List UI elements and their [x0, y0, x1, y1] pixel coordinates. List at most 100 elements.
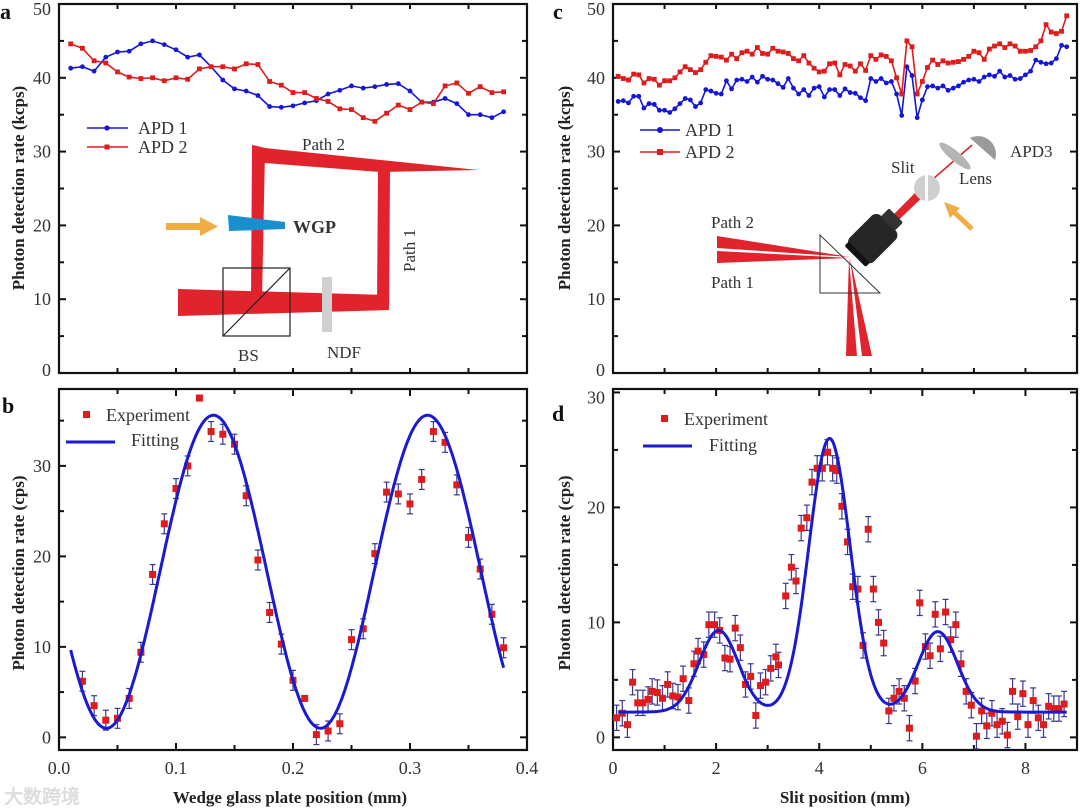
data-point	[1007, 41, 1013, 47]
data-point	[986, 72, 992, 78]
data-point	[407, 88, 413, 94]
data-point	[703, 59, 709, 65]
data-point	[931, 610, 939, 618]
data-point	[744, 48, 750, 54]
data-point	[895, 687, 903, 695]
data-point	[679, 675, 687, 683]
data-point	[302, 100, 308, 106]
data-point	[816, 84, 822, 90]
y-tick-label: 30	[33, 456, 51, 476]
data-point	[708, 88, 714, 94]
chart-panel-a: 0 10 20 30 40 50	[33, 0, 529, 380]
data-point	[682, 96, 688, 101]
data-point	[1053, 56, 1059, 62]
data-point	[620, 76, 626, 81]
label-slit: Slit	[891, 158, 915, 177]
y-tick-label: 20	[33, 215, 51, 235]
x-axis-title-b: Wedge glass plate position (mm)	[173, 788, 407, 807]
data-point	[115, 69, 120, 75]
data-point	[242, 492, 250, 500]
data-point	[664, 680, 672, 688]
y-tick-label: 20	[33, 546, 51, 566]
apd3-detector-icon	[970, 136, 996, 160]
data-point	[290, 103, 296, 109]
data-point	[90, 702, 98, 710]
series-apd1	[615, 42, 1070, 121]
series-apd2	[68, 41, 506, 124]
data-point	[277, 640, 285, 648]
data-point	[945, 87, 951, 93]
y-axis-title-c: Photon detection rate (kcps)	[555, 86, 574, 290]
legend-label-experiment: Experiment	[106, 405, 190, 425]
data-point	[395, 81, 401, 87]
data-point	[770, 77, 776, 83]
data-point	[780, 84, 786, 90]
data-point	[651, 76, 657, 82]
data-point	[904, 64, 910, 70]
data-point	[173, 47, 179, 53]
data-point	[255, 93, 261, 98]
data-point	[772, 653, 780, 661]
legend-d: Experiment Fitting	[643, 409, 768, 455]
data-point	[811, 85, 817, 91]
data-point	[705, 621, 713, 629]
data-point	[806, 93, 812, 98]
path2-beam-top	[253, 145, 478, 172]
data-point	[837, 72, 843, 78]
data-point	[208, 64, 214, 70]
data-point	[741, 680, 749, 688]
label-ndf: NDF	[327, 343, 361, 362]
data-point	[792, 577, 800, 585]
data-point	[925, 65, 930, 70]
data-point	[868, 76, 874, 81]
data-point	[852, 90, 858, 96]
data-point	[736, 644, 744, 652]
data-point	[916, 599, 924, 607]
series-line	[617, 15, 1068, 95]
data-point	[734, 77, 740, 83]
label-path2: Path 2	[711, 213, 754, 232]
data-point	[500, 644, 508, 652]
data-point	[721, 654, 729, 662]
y-tick-label: 20	[587, 215, 605, 235]
data-point	[823, 448, 831, 456]
data-point	[833, 467, 841, 475]
data-point	[936, 645, 944, 653]
data-point	[636, 72, 642, 78]
data-point	[854, 585, 862, 593]
data-point	[626, 100, 631, 106]
y-tick-label: 10	[33, 637, 51, 657]
y-tick-label: 0	[596, 360, 605, 380]
data-point	[711, 621, 719, 629]
data-point	[739, 76, 745, 82]
data-point	[883, 80, 889, 86]
data-point	[1053, 31, 1059, 36]
y-axis-title-b: Photon detection rate (cps)	[9, 476, 28, 671]
data-point	[613, 714, 621, 722]
series-experiment	[613, 438, 1068, 750]
data-point	[138, 76, 144, 81]
data-point	[677, 101, 683, 107]
data-point	[914, 115, 920, 121]
data-point	[1039, 721, 1047, 729]
data-point	[1038, 38, 1044, 44]
label-wgp: WGP	[293, 217, 336, 237]
data-point	[312, 731, 320, 739]
data-point	[693, 104, 698, 109]
data-point	[91, 68, 97, 74]
legend-marker-square	[661, 415, 668, 422]
data-point	[1064, 44, 1070, 50]
data-point	[821, 68, 827, 74]
data-point	[302, 90, 308, 95]
data-point	[394, 490, 402, 498]
data-point	[983, 722, 991, 730]
arrow-icon	[944, 202, 974, 231]
data-point	[442, 96, 448, 101]
data-point	[956, 83, 961, 89]
data-point	[852, 68, 858, 74]
data-point	[775, 81, 781, 87]
chart-panel-d: 0 2 4 6 8 0 10 20 30	[587, 387, 1079, 778]
data-point	[966, 77, 972, 83]
data-point	[657, 107, 662, 113]
data-point	[477, 112, 483, 118]
